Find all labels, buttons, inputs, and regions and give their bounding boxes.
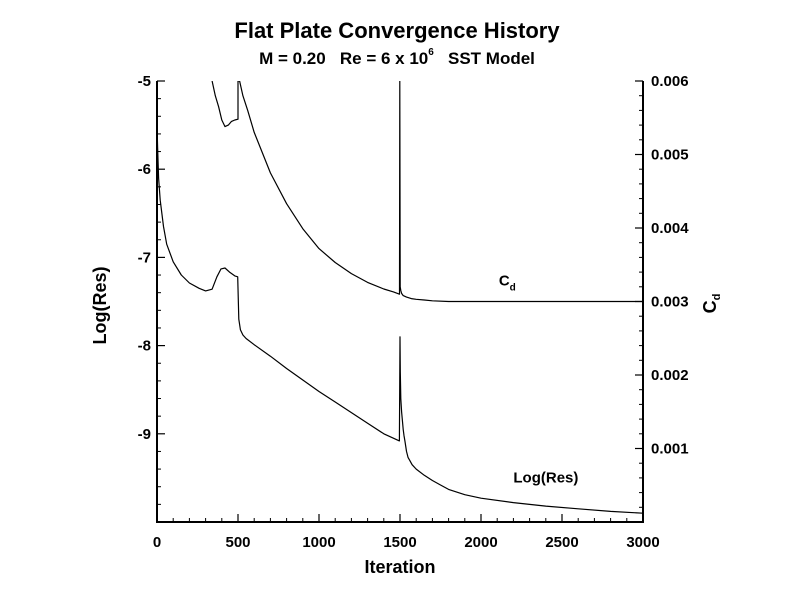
subtitle-text: M = 0.20 Re = 6 x 10 — [259, 49, 429, 68]
chart-title: Flat Plate Convergence History — [234, 18, 560, 43]
subtitle-model: SST Model — [433, 49, 535, 68]
y-right-tick-label: 0.005 — [651, 147, 689, 164]
x-tick-label: 2500 — [545, 534, 578, 551]
annotation-log-res: Log(Res) — [513, 469, 578, 486]
y-left-tick-label: -5 — [138, 73, 151, 90]
series-layer — [157, 81, 643, 514]
subtitle-exponent: 6 — [428, 47, 434, 59]
annotation-cd: Cd — [499, 272, 516, 293]
series-line-cd — [211, 81, 643, 303]
y-left-tick-label: -6 — [138, 161, 151, 178]
x-tick-label: 2000 — [464, 534, 497, 551]
y-right-tick-label: 0.006 — [651, 73, 689, 90]
y-left-tick-label: -7 — [138, 249, 151, 266]
x-tick-label: 1000 — [302, 534, 335, 551]
y-right-title-sub: d — [711, 294, 723, 301]
series-line-log-res — [157, 125, 643, 514]
y-right-tick-label: 0.003 — [651, 294, 689, 311]
y-right-title-base: C — [700, 300, 720, 313]
x-tick-label: 3000 — [626, 534, 659, 551]
ticks-layer — [156, 80, 644, 522]
labels-layer: 0 500 1000 1500 2000 2500 3000 -5 -6 -7 -8 -9 0.006 0… — [90, 73, 723, 577]
x-tick-label: 1500 — [383, 534, 416, 551]
annotation-base: C — [499, 272, 510, 289]
y-right-tick-label: 0.002 — [651, 367, 689, 384]
x-tick-label: 500 — [225, 534, 250, 551]
y-right-tick-label: 0.001 — [651, 441, 689, 458]
y-left-tick-label: -9 — [138, 426, 151, 443]
y-left-tick-label: -8 — [138, 338, 151, 355]
x-tick-label: 0 — [153, 534, 161, 551]
y-right-axis-title: Cd — [700, 294, 723, 314]
y-right-tick-label: 0.004 — [651, 220, 689, 237]
annotation-sub: d — [510, 282, 516, 293]
y-left-axis-title: Log(Res) — [90, 267, 110, 345]
x-axis-title: Iteration — [364, 557, 435, 577]
chart-subtitle: M = 0.20 Re = 6 x 106 SST Model — [0, 47, 794, 69]
